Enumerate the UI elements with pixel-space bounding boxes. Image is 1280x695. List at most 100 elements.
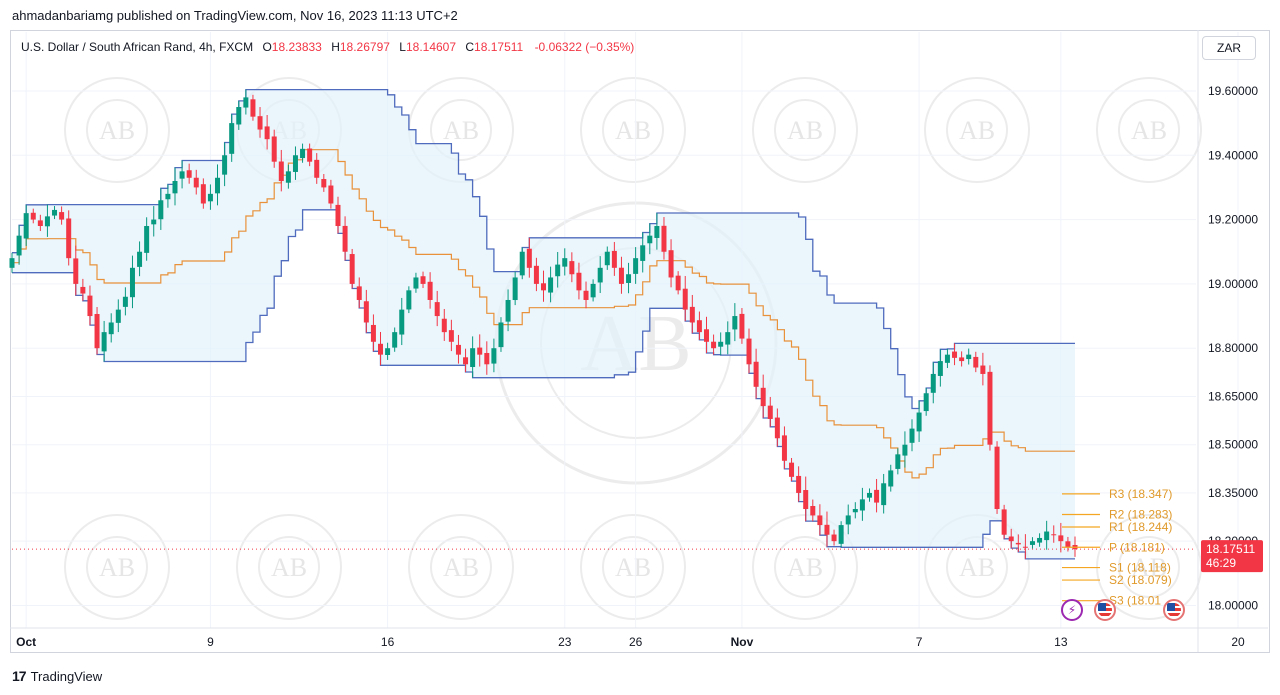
time-tick-label: 26 [629, 635, 643, 649]
price-tick-label: 19.40000 [1208, 148, 1258, 162]
watermark-logo [64, 77, 170, 183]
candle-body [229, 123, 235, 154]
candle-body [215, 177, 221, 194]
candle-body [463, 357, 469, 365]
candle-body [427, 281, 433, 300]
time-axis: Oct 9 16 23 26 Nov 7 13 20 [10, 627, 1268, 649]
candle-body [703, 329, 709, 342]
candle-body [845, 515, 851, 525]
candle-body [385, 348, 391, 355]
candle-body [455, 344, 461, 355]
watermark-text: AB [959, 553, 995, 582]
candle-body [122, 296, 128, 307]
candle-body [505, 299, 511, 322]
candle-body [1044, 531, 1050, 541]
candle-body [328, 185, 334, 204]
candle-body [597, 267, 603, 283]
time-tick-label: Nov [731, 635, 754, 649]
candle-body [817, 515, 823, 526]
candle-body [1058, 535, 1064, 542]
time-tick-label: Oct [16, 635, 36, 649]
candle-body [151, 219, 157, 225]
time-tick-label: 16 [381, 635, 395, 649]
candle-body [236, 107, 242, 125]
candle-body [52, 209, 58, 216]
chart-frame [10, 30, 1270, 653]
candle-body [363, 301, 369, 323]
candle-body [874, 489, 880, 503]
watermark-logo-inner [774, 99, 836, 161]
watermark-text: AB [443, 116, 479, 145]
time-tick-label: 20 [1231, 635, 1245, 649]
candle-body [321, 179, 327, 188]
watermark-logo [64, 514, 170, 620]
candle-body [498, 322, 504, 348]
candle-body [37, 220, 43, 227]
candle-body [739, 313, 745, 339]
watermark-text: AB [787, 553, 823, 582]
channel-fill [12, 89, 1075, 559]
candle-body [420, 276, 426, 284]
candle-body [633, 258, 639, 274]
candle-body [137, 251, 143, 267]
candle-body [23, 213, 29, 239]
currency-button[interactable]: ZAR [1202, 36, 1256, 60]
candle-body [172, 180, 178, 194]
candle-body [526, 248, 532, 268]
candle-body [101, 332, 107, 352]
watermark-text: AB [99, 553, 135, 582]
candle-body [994, 446, 1000, 510]
candle-body [859, 499, 865, 511]
candle-body [441, 318, 447, 333]
candle-body [789, 462, 795, 477]
watermark-logo [924, 77, 1030, 183]
candle-body [129, 267, 135, 298]
watermark-logo-inner [774, 536, 836, 598]
pivot-label: R2 (18.283) [1109, 507, 1172, 521]
lightning-icon[interactable]: ⚡ [1061, 599, 1083, 621]
time-tick-label: 13 [1054, 635, 1068, 649]
footer-brand[interactable]: 17 TradingView [12, 668, 102, 684]
candle-body [222, 155, 228, 175]
symbol-name: U.S. Dollar / South African Rand, 4h, FX… [21, 40, 254, 54]
candle-body [9, 258, 15, 268]
pivot-levels: R3 (18.347) R2 (18.283)R1 (18.244) P (18.1… [1062, 487, 1172, 608]
candle-body [583, 290, 589, 300]
candle-body [888, 470, 894, 487]
candle-body [512, 277, 518, 301]
watermark-text: AB [959, 116, 995, 145]
candle-body [569, 261, 575, 275]
candle-body [682, 288, 688, 310]
candle-body [626, 274, 632, 283]
candle-body [796, 475, 802, 493]
close-value: 18.17511 [474, 40, 524, 54]
brand-name: TradingView [30, 668, 103, 684]
watermark-logo [408, 514, 514, 620]
candle-body [399, 309, 405, 335]
us-flag-icon[interactable] [1163, 599, 1185, 621]
low-value: 18.14607 [405, 40, 457, 54]
candle-body [696, 320, 702, 333]
candle-body [1029, 541, 1035, 545]
candles-layer [9, 89, 1078, 559]
candle-body [165, 193, 171, 200]
pivot-label: S1 (18.118) [1109, 561, 1171, 575]
candle-body [987, 371, 993, 445]
candle-body [732, 316, 738, 330]
candle-body [866, 492, 872, 498]
watermark-logo [580, 77, 686, 183]
candle-body [73, 258, 79, 284]
candle-body [781, 435, 787, 461]
candle-body [59, 212, 65, 220]
watermark-logo [580, 514, 686, 620]
candle-body [902, 444, 908, 456]
candle-body [193, 177, 199, 188]
candle-body [1015, 542, 1021, 545]
watermark-logo-inner [946, 99, 1008, 161]
candle-body [292, 155, 298, 172]
pivot-label: S3 (18.01 [1109, 594, 1161, 608]
us-flag-icon[interactable] [1094, 599, 1116, 621]
candle-body [370, 324, 376, 342]
